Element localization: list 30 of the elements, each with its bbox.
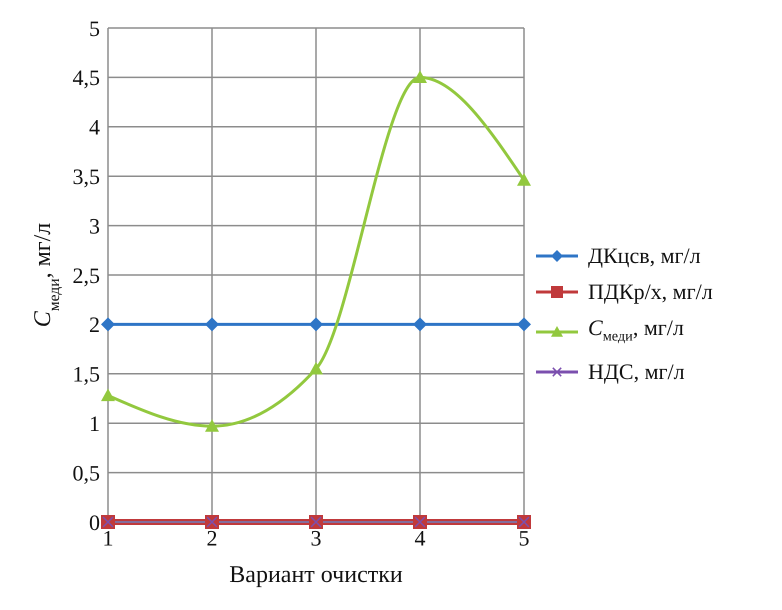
point: [101, 317, 115, 332]
y-tick-label: 0: [89, 510, 100, 535]
point: [205, 419, 219, 432]
y-tick-label: 0,5: [72, 460, 100, 486]
y-tick-label: 4,5: [72, 65, 100, 90]
point: [309, 362, 323, 374]
y-tick-label: 3: [89, 213, 100, 238]
y-tick-label: 1,5: [72, 362, 100, 387]
y-tick-label: 2,5: [72, 262, 100, 288]
legend-label: НДС, мг/л: [588, 359, 685, 384]
point: [101, 388, 115, 402]
legend-label: ПДКр/х, мг/л: [588, 279, 713, 304]
point: [517, 317, 531, 332]
x-tick-label: 3: [310, 526, 322, 551]
y-tick-label: 5: [89, 16, 100, 41]
x-tick-label: 2: [206, 526, 218, 551]
x-tick-label: 5: [518, 526, 530, 551]
x-tick-label: 4: [414, 526, 426, 551]
point: [413, 70, 427, 83]
y-tick-label: 4: [89, 114, 100, 140]
point: [413, 317, 427, 332]
x-axis-title: Вариант очистки: [229, 562, 403, 588]
legend-label: C$_{меди}$, мг/л: [588, 315, 684, 344]
point: [205, 317, 219, 332]
y-tick-label: 3,5: [72, 164, 100, 190]
point: [517, 173, 531, 186]
y-tick-label: 2: [89, 312, 100, 338]
y-tick-label: 1: [89, 411, 100, 436]
legend-label: ДКцсв, мг/л: [588, 243, 701, 268]
point: [309, 317, 323, 332]
